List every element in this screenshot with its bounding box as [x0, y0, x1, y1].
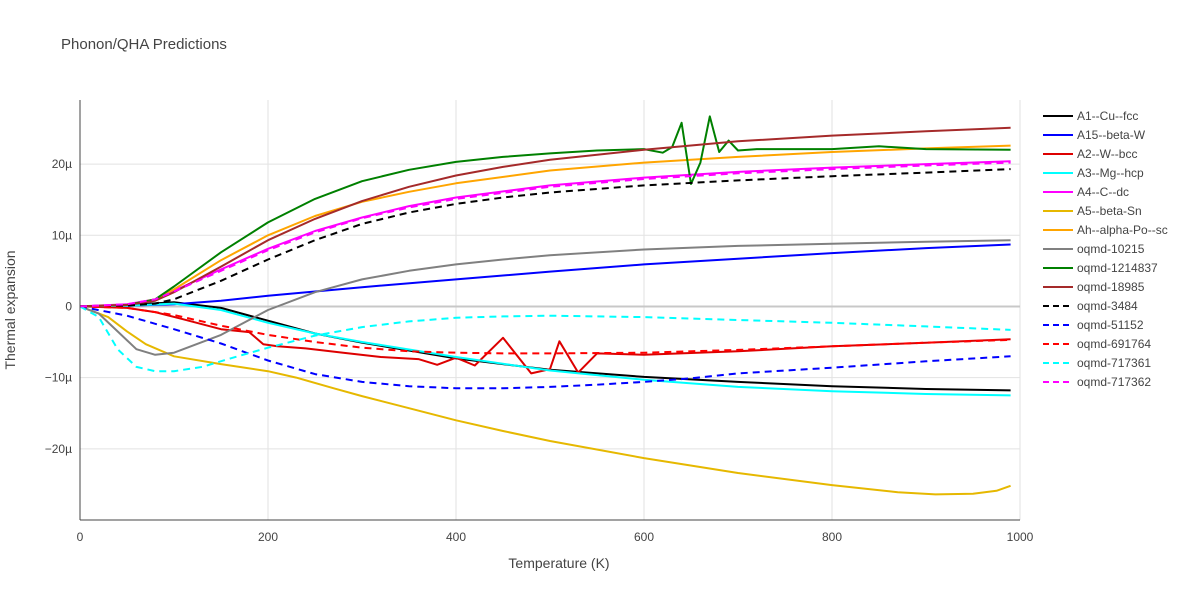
- legend-label: Ah--alpha-Po--sc: [1077, 223, 1168, 237]
- legend-label: A5--beta-Sn: [1077, 204, 1142, 218]
- series-line-a2-w-bcc: [79, 305, 1011, 375]
- legend[interactable]: A1--Cu--fcc A15--beta-W A2--W--bcc A3--Mg--…: [1043, 109, 1168, 389]
- x-tick-label: 200: [258, 530, 278, 544]
- chart-title: Phonon/QHA Predictions: [61, 36, 227, 53]
- legend-label: oqmd-51152: [1077, 318, 1144, 332]
- legend-label: oqmd-1214837: [1077, 261, 1158, 275]
- y-tick-label: −20µ: [45, 442, 72, 456]
- series-line-oqmd-717361: [79, 305, 1011, 373]
- series-line-a3-mg-hcp: [79, 302, 1011, 397]
- legend-item[interactable]: oqmd-717362: [1043, 375, 1151, 389]
- legend-label: oqmd-717361: [1077, 356, 1151, 370]
- legend-item[interactable]: A3--Mg--hcp: [1043, 166, 1144, 180]
- legend-item[interactable]: oqmd-717361: [1043, 356, 1151, 370]
- y-tick-label: 20µ: [52, 157, 72, 171]
- y-tick-label: 0: [65, 299, 72, 313]
- x-tick-label: 0: [77, 530, 84, 544]
- legend-item[interactable]: A5--beta-Sn: [1043, 204, 1142, 218]
- series-line-oqmd-51152: [79, 305, 1011, 390]
- axes: 0 200 400 600 800 1000 −20µ −10µ 0 10µ 20µ: [45, 100, 1034, 544]
- legend-label: A3--Mg--hcp: [1077, 166, 1144, 180]
- x-tick-label: 400: [446, 530, 466, 544]
- legend-label: oqmd-691764: [1077, 337, 1151, 351]
- legend-label: A2--W--bcc: [1077, 147, 1137, 161]
- legend-item[interactable]: oqmd-691764: [1043, 337, 1151, 351]
- series-line-oqmd-691764: [79, 305, 1011, 355]
- series-line-ah-alpha-po-sc: [79, 144, 1011, 308]
- grid: [80, 100, 1021, 520]
- series-line-oqmd-1214837: [79, 115, 1011, 308]
- y-tick-label: −10µ: [45, 371, 72, 385]
- legend-item[interactable]: A2--W--bcc: [1043, 147, 1137, 161]
- x-tick-label: 1000: [1007, 530, 1034, 544]
- legend-item[interactable]: Ah--alpha-Po--sc: [1043, 223, 1168, 237]
- legend-label: A4--C--dc: [1077, 185, 1129, 199]
- legend-item[interactable]: A1--Cu--fcc: [1043, 109, 1138, 123]
- series-line-a5-beta-sn: [79, 305, 1011, 496]
- legend-item[interactable]: A4--C--dc: [1043, 185, 1129, 199]
- series-line-oqmd-10215: [79, 239, 1011, 356]
- legend-item[interactable]: A15--beta-W: [1043, 128, 1146, 142]
- y-tick-label: 10µ: [52, 228, 72, 242]
- legend-item[interactable]: oqmd-51152: [1043, 318, 1144, 332]
- legend-label: oqmd-10215: [1077, 242, 1145, 256]
- series-layer: [79, 115, 1011, 496]
- legend-item[interactable]: oqmd-10215: [1043, 242, 1145, 256]
- legend-label: A1--Cu--fcc: [1077, 109, 1138, 123]
- x-axis-label: Temperature (K): [508, 555, 609, 571]
- y-axis-label: Thermal expansion: [2, 250, 18, 369]
- legend-item[interactable]: oqmd-18985: [1043, 280, 1145, 294]
- x-tick-label: 600: [634, 530, 654, 544]
- legend-label: oqmd-717362: [1077, 375, 1151, 389]
- legend-label: A15--beta-W: [1077, 128, 1146, 142]
- series-line-a4-c-dc: [79, 160, 1011, 308]
- legend-label: oqmd-3484: [1077, 299, 1138, 313]
- legend-item[interactable]: oqmd-1214837: [1043, 261, 1158, 275]
- legend-label: oqmd-18985: [1077, 280, 1145, 294]
- legend-item[interactable]: oqmd-3484: [1043, 299, 1138, 313]
- series-line-oqmd-717362: [79, 161, 1011, 308]
- series-line-oqmd-3484: [79, 168, 1011, 308]
- x-tick-label: 800: [822, 530, 842, 544]
